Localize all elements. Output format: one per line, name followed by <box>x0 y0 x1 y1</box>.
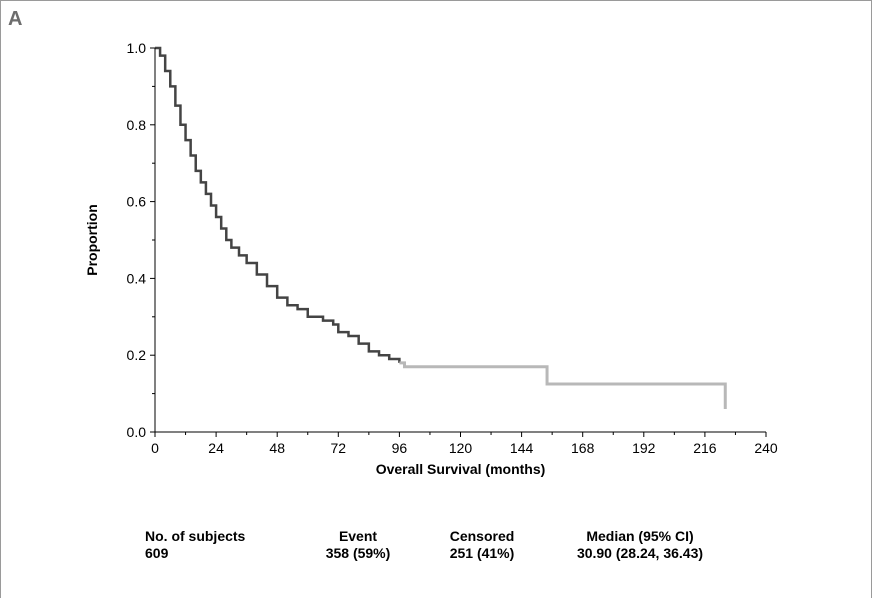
y-tick-label: 0.0 <box>127 424 147 440</box>
x-tick-label: 168 <box>571 440 595 456</box>
censored-value: 251 (41%) <box>449 545 515 561</box>
x-tick-label: 72 <box>331 440 347 456</box>
subjects-header: No. of subjects <box>145 528 246 544</box>
censored-header: Censored <box>449 528 515 544</box>
x-tick-label: 0 <box>151 440 159 456</box>
summary-censored: Censored 251 (41%) <box>437 528 527 562</box>
event-header: Event <box>338 528 378 544</box>
x-tick-label: 120 <box>449 440 473 456</box>
y-axis-title: Proportion <box>84 204 100 276</box>
survival-chart: 0.0 0.2 0.4 0.6 0.8 1.0 0 24 48 72 96 120 144 168 192 2… <box>84 40 778 477</box>
x-tick-label: 96 <box>392 440 408 456</box>
x-tick-label: 144 <box>510 440 534 456</box>
x-tick-label: 216 <box>693 440 717 456</box>
y-tick-label: 0.2 <box>127 347 147 363</box>
survival-curve <box>155 46 401 363</box>
summary-event: Event 358 (59%) <box>313 528 403 562</box>
median-header: Median (95% CI) <box>586 528 694 544</box>
panel-label: A <box>8 8 23 30</box>
subjects-value: 609 <box>145 545 169 561</box>
event-value: 358 (59%) <box>325 545 391 561</box>
axes: 0.0 0.2 0.4 0.6 0.8 1.0 0 24 48 72 96 120 144 168 192 2… <box>127 40 778 456</box>
y-tick-label: 0.6 <box>127 194 147 210</box>
x-tick-label: 240 <box>754 440 778 456</box>
summary-subjects: No. of subjects 609 <box>145 528 245 562</box>
x-tick-label: 192 <box>632 440 656 456</box>
x-tick-label: 24 <box>208 440 224 456</box>
summary-median: Median (95% CI) 30.90 (28.24, 36.43) <box>550 528 730 562</box>
y-tick-label: 0.8 <box>127 117 147 133</box>
y-tick-label: 1.0 <box>127 40 147 56</box>
median-value: 30.90 (28.24, 36.43) <box>576 545 704 561</box>
plot-area <box>155 46 727 409</box>
survival-curve-tail <box>399 361 727 409</box>
y-tick-label: 0.4 <box>127 270 147 286</box>
x-axis-title: Overall Survival (months) <box>376 461 546 477</box>
x-tick-label: 48 <box>269 440 285 456</box>
